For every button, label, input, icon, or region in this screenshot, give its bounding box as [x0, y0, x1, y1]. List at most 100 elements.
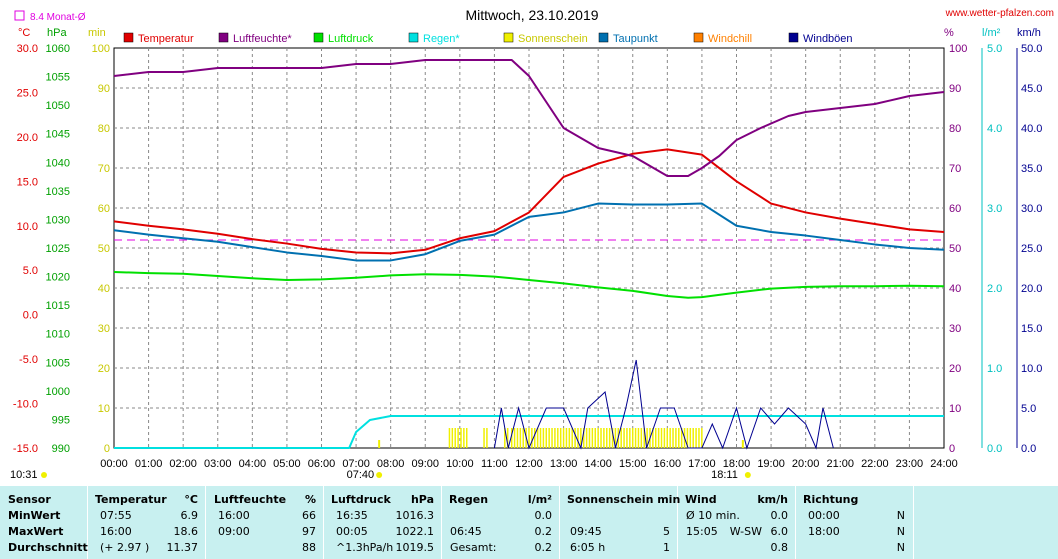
pressure-time: 00:05: [336, 525, 368, 538]
x-tick-label: 08:00: [377, 458, 405, 470]
wind-tick-label: 20.0: [1021, 283, 1042, 295]
pressure-tick-label: 1015: [46, 300, 70, 312]
header-sensor: Sensor: [8, 493, 51, 506]
humidity-value: 97: [302, 525, 316, 538]
temp-tick-label: 30.0: [17, 43, 38, 55]
monthly-avg-label: 8.4 Monat-Ø: [30, 12, 86, 23]
rain-value: 0.2: [534, 525, 553, 538]
legend-swatch: [408, 32, 419, 43]
x-tick-label: 00:00: [100, 458, 128, 470]
temp-tick-label: 0.0: [23, 310, 38, 322]
x-tick-label: 06:00: [308, 458, 336, 470]
wind-tick-label: 35.0: [1021, 163, 1042, 175]
x-tick-label: 09:00: [411, 458, 439, 470]
minutes-tick-label: 80: [98, 123, 110, 135]
rain-tick-label: 3.0: [987, 203, 1002, 215]
x-tick-label: 03:00: [204, 458, 232, 470]
header-temp-unit: °C: [184, 493, 198, 506]
wind-value: 0.8: [770, 541, 789, 554]
pressure-axis-unit: hPa: [47, 27, 67, 39]
table-divider: [913, 486, 914, 559]
header-richtung: Richtung: [803, 493, 859, 506]
humidity-tick-label: 20: [949, 363, 961, 375]
series-lines: [113, 59, 945, 450]
header-regen: Regen: [449, 493, 489, 506]
temp-time: 16:00: [100, 525, 132, 538]
humidity-tick-label: 70: [949, 163, 961, 175]
wind-tick-label: 15.0: [1021, 323, 1042, 335]
humidity-tick-label: 90: [949, 83, 961, 95]
legend-label: Luftdruck: [328, 33, 374, 45]
legend-label: Windböen: [803, 33, 853, 45]
rain-value: 0.2: [534, 541, 553, 554]
series-line: [113, 271, 945, 299]
x-tick-label: 11:00: [481, 458, 508, 470]
site-link[interactable]: www.wetter-pfalzen.com: [945, 8, 1054, 19]
wind-tick-label: 5.0: [1021, 403, 1036, 415]
x-tick-label: 18:00: [723, 458, 751, 470]
legend-label: Windchill: [708, 33, 752, 45]
legend-label: Regen*: [423, 33, 460, 45]
row-label: MaxWert: [8, 525, 64, 538]
temp-value: 6.9: [180, 509, 199, 522]
legend-swatch: [598, 32, 609, 43]
wind-value: 6.0: [770, 525, 789, 538]
rain-tick-label: 1.0: [987, 363, 1002, 375]
humidity-time: 09:00: [218, 525, 250, 538]
temp-tick-label: 15.0: [17, 176, 38, 188]
sun-time: 6:05 h: [570, 541, 606, 554]
series-line: [113, 59, 945, 177]
pressure-tick-label: 1000: [46, 386, 70, 398]
temp-time: 07:55: [100, 509, 132, 522]
wind-value: 0.0: [770, 509, 789, 522]
humidity-time: 16:00: [218, 509, 250, 522]
x-tick-label: 20:00: [792, 458, 820, 470]
row-label: MinWert: [8, 509, 61, 522]
temp-axis-unit: °C: [18, 27, 30, 39]
wind-tick-label: 10.0: [1021, 363, 1042, 375]
legend-swatch: [123, 32, 134, 43]
x-tick-label: 13:00: [550, 458, 578, 470]
pressure-value: 1019.5: [395, 541, 435, 554]
humidity-tick-label: 80: [949, 123, 961, 135]
wind-time: Ø 10 min.: [686, 509, 740, 522]
direction-time: 18:00: [808, 525, 840, 538]
table-divider: [205, 486, 206, 559]
x-tick-label: 17:00: [688, 458, 716, 470]
wind-dir: W-SW: [729, 525, 762, 538]
legend-swatch: [788, 32, 799, 43]
sunrise-icon: [376, 472, 383, 478]
header-feuchte-unit: %: [304, 493, 316, 506]
pressure-tick-label: 1005: [46, 357, 70, 369]
temp-tick-label: 5.0: [23, 265, 38, 277]
wind-tick-label: 30.0: [1021, 203, 1042, 215]
x-tick-label: 23:00: [896, 458, 924, 470]
direction-time: 00:00: [808, 509, 840, 522]
temp-tick-label: 10.0: [17, 221, 38, 233]
humidity-tick-label: 100: [949, 43, 967, 55]
humidity-tick-label: 0: [949, 443, 955, 455]
minutes-tick-label: 20: [98, 363, 110, 375]
humidity-axis-unit: %: [944, 27, 954, 39]
time-left-label: 10:31: [10, 469, 38, 481]
pressure-tick-label: 1035: [46, 186, 70, 198]
x-tick-label: 21:00: [826, 458, 854, 470]
minutes-tick-label: 60: [98, 203, 110, 215]
header-wind-unit: km/h: [757, 493, 788, 506]
series-line: [493, 359, 834, 450]
wind-time: 15:05: [686, 525, 718, 538]
minutes-tick-label: 90: [98, 83, 110, 95]
x-tick-label: 01:00: [135, 458, 163, 470]
sunrise-time-label: 07:40: [347, 469, 375, 481]
pressure-tick-label: 995: [52, 414, 70, 426]
rain-tick-label: 0.0: [987, 443, 1002, 455]
x-tick-label: 19:00: [757, 458, 785, 470]
plot-grid: [113, 47, 1018, 449]
pressure-tick-label: 1030: [46, 214, 70, 226]
pressure-tick-label: 1040: [46, 157, 70, 169]
minutes-axis-unit: min: [88, 27, 106, 39]
direction-value: N: [896, 525, 905, 538]
pressure-tick-label: 1045: [46, 129, 70, 141]
pressure-tick-label: 1050: [46, 100, 70, 112]
rain-tick-label: 4.0: [987, 123, 1002, 135]
